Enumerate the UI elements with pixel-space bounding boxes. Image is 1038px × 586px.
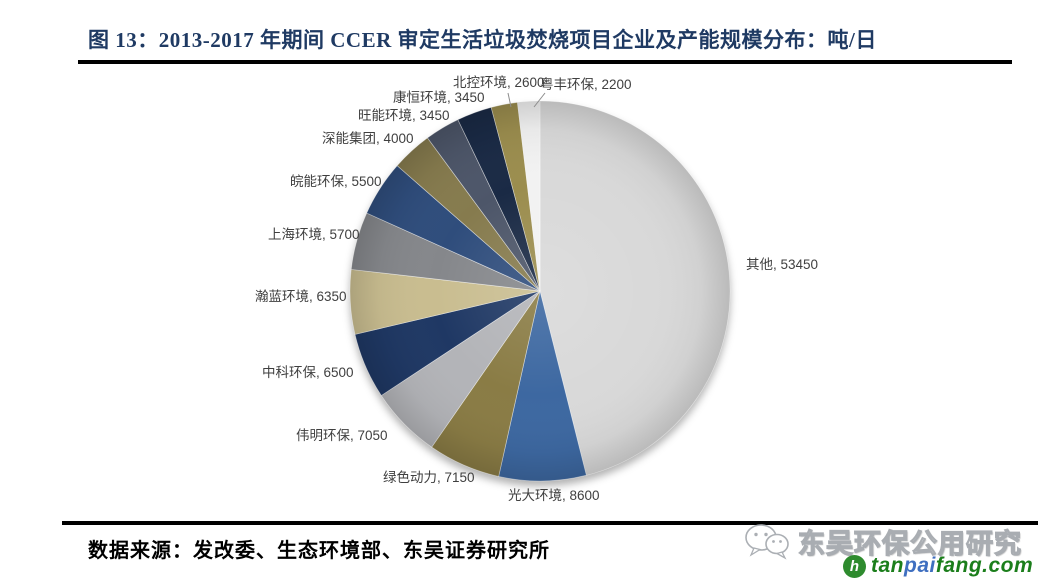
data-source: 数据来源：发改委、生态环境部、东吴证券研究所 bbox=[88, 540, 550, 562]
wechat-account-name: 东吴环保公用研究 bbox=[797, 528, 1022, 559]
pie-slice-label: 上海环境, 5700 bbox=[268, 227, 360, 242]
wechat-icon bbox=[745, 524, 789, 560]
pie-slice-label: 粤丰环保, 2200 bbox=[540, 77, 632, 92]
tanpaifang-url: tanpaifang.com bbox=[871, 554, 1034, 577]
footer-divider bbox=[62, 521, 1038, 525]
pie-slice-label: 旺能环境, 3450 bbox=[358, 108, 450, 123]
tanpaifang-logo: h tanpaifang.com bbox=[843, 554, 1033, 578]
title-divider bbox=[78, 60, 1012, 64]
tanpaifang-icon: h bbox=[843, 554, 866, 578]
pie-slice-label: 其他, 53450 bbox=[746, 257, 819, 272]
pie-slice-label: 深能集团, 4000 bbox=[322, 131, 414, 146]
label-leader-lines bbox=[507, 92, 546, 108]
pie-slice-label: 光大环境, 8600 bbox=[508, 488, 600, 503]
pie-slice-label: 中科环保, 6500 bbox=[262, 365, 354, 380]
pie-shading bbox=[350, 101, 730, 481]
pie-slice-label: 伟明环保, 7050 bbox=[296, 428, 388, 443]
wechat-watermark: 东吴环保公用研究 bbox=[744, 522, 1022, 561]
figure-title: 图 13：2013-2017 年期间 CCER 审定生活垃圾焚烧项目企业及产能规… bbox=[88, 28, 877, 52]
pie-slice-label: 瀚蓝环境, 6350 bbox=[255, 289, 347, 304]
pie-slice-label: 绿色动力, 7150 bbox=[383, 470, 475, 485]
pie-slice-label: 康恒环境, 3450 bbox=[393, 90, 485, 105]
pie-slice-label: 皖能环保, 5500 bbox=[290, 174, 382, 189]
pie-slice-label: 北控环境, 2600 bbox=[453, 75, 545, 90]
